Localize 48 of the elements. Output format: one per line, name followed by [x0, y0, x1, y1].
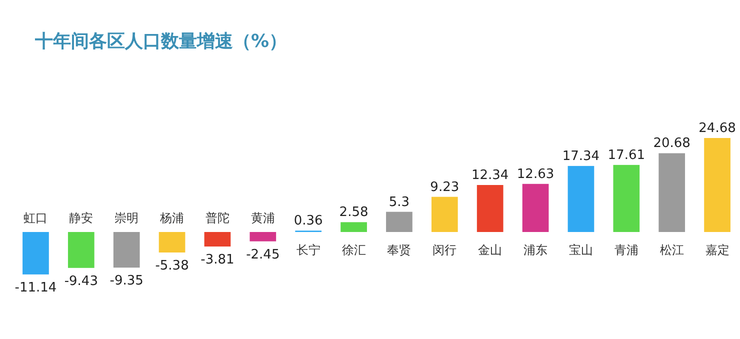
bar: [658, 153, 686, 232]
data-label: -9.43: [64, 274, 98, 289]
data-label: 17.61: [608, 148, 646, 163]
data-label: 17.34: [562, 148, 600, 164]
x-tick-label: 徐汇: [342, 243, 366, 257]
bar: [158, 232, 186, 252]
x-tick-label: 普陀: [205, 211, 230, 225]
bar: [522, 184, 549, 232]
x-tick-label: 松江: [660, 243, 684, 257]
data-label: -9.35: [110, 274, 144, 289]
data-label: 12.34: [471, 168, 509, 183]
chart-title: 十年间各区人口数量增速（%）: [34, 31, 288, 52]
bar: [250, 232, 276, 242]
x-tick-label: 长宁: [296, 243, 320, 257]
x-tick-label: 宝山: [568, 243, 593, 257]
x-tick-label: 奉贤: [387, 243, 412, 257]
x-tick-label: 虹口: [24, 211, 48, 225]
data-label: -2.45: [246, 247, 280, 262]
data-label: 20.68: [653, 136, 690, 152]
bar: [431, 196, 458, 232]
data-label: 9.23: [430, 180, 460, 195]
bar: [613, 164, 640, 232]
bar: [340, 222, 367, 232]
x-tick-label: 静安: [69, 211, 94, 225]
x-tick-label: 闵行: [432, 243, 457, 257]
bar: [568, 166, 594, 232]
bar: [476, 185, 504, 232]
bar: [113, 232, 140, 268]
x-tick-label: 青浦: [614, 243, 638, 257]
x-tick-label: 黄浦: [250, 211, 275, 225]
x-tick-label: 崇明: [114, 211, 139, 225]
data-label: 0.36: [294, 214, 323, 229]
bar: [204, 232, 231, 247]
x-tick-label: 杨浦: [159, 211, 184, 225]
data-label: -11.14: [14, 280, 57, 296]
data-label: 24.68: [698, 121, 736, 136]
x-tick-label: 金山: [478, 243, 502, 257]
data-label: 12.63: [516, 166, 554, 182]
x-tick-label: 嘉定: [705, 243, 730, 257]
data-label: -3.81: [200, 252, 234, 268]
bar: [22, 232, 49, 274]
data-label: -5.38: [155, 258, 189, 274]
x-tick-label: 浦东: [524, 243, 548, 257]
bar: [704, 138, 730, 232]
data-label: 5.3: [388, 194, 410, 210]
data-label: 2.58: [339, 205, 368, 220]
bar: [386, 212, 412, 232]
bar: [68, 232, 94, 268]
